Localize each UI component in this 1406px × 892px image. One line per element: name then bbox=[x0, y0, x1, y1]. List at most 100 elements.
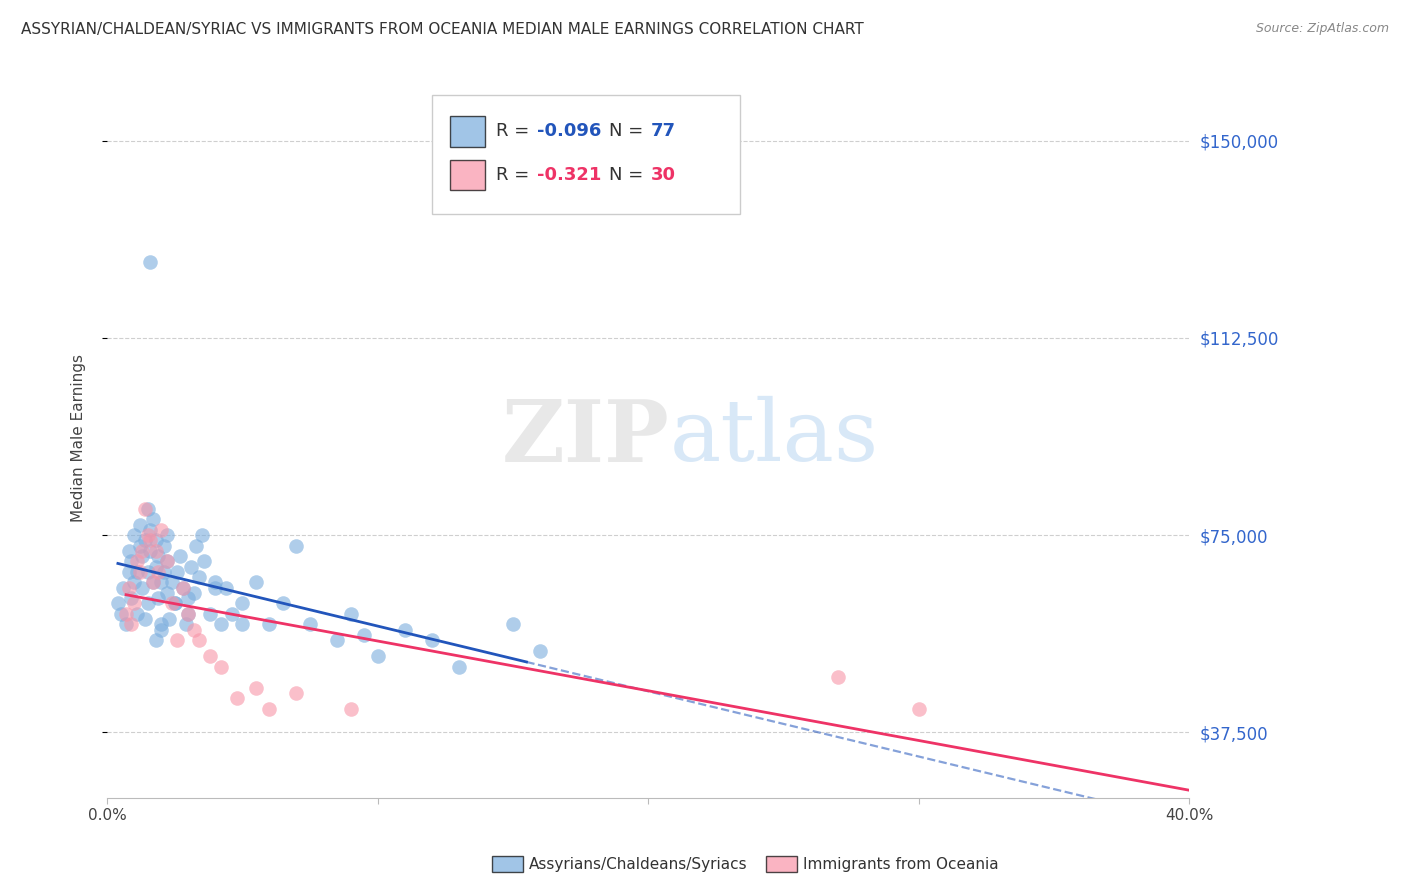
Point bbox=[231, 597, 253, 611]
Point bbox=[183, 586, 205, 600]
Point bbox=[145, 544, 167, 558]
Point bbox=[285, 539, 308, 553]
Point bbox=[145, 533, 167, 548]
Point bbox=[166, 633, 188, 648]
Point bbox=[115, 617, 138, 632]
Point bbox=[107, 597, 129, 611]
Point bbox=[139, 544, 162, 558]
Point bbox=[193, 554, 215, 568]
Point bbox=[122, 528, 145, 542]
Point bbox=[136, 565, 159, 579]
Text: ASSYRIAN/CHALDEAN/SYRIAC VS IMMIGRANTS FROM OCEANIA MEDIAN MALE EARNINGS CORRELA: ASSYRIAN/CHALDEAN/SYRIAC VS IMMIGRANTS F… bbox=[21, 22, 863, 37]
Point bbox=[155, 528, 177, 542]
Text: R =: R = bbox=[496, 122, 534, 140]
Point bbox=[177, 607, 200, 621]
Point bbox=[174, 617, 197, 632]
Point bbox=[125, 607, 148, 621]
Point bbox=[827, 670, 849, 684]
Point bbox=[125, 565, 148, 579]
Point bbox=[155, 554, 177, 568]
Point bbox=[139, 254, 162, 268]
Text: R =: R = bbox=[496, 166, 534, 184]
Point bbox=[136, 528, 159, 542]
Text: N =: N = bbox=[609, 122, 650, 140]
Point bbox=[148, 565, 170, 579]
Text: 30: 30 bbox=[651, 166, 675, 184]
Point bbox=[163, 597, 186, 611]
Y-axis label: Median Male Earnings: Median Male Earnings bbox=[72, 354, 86, 522]
Point bbox=[204, 575, 226, 590]
Point bbox=[271, 597, 294, 611]
Text: N =: N = bbox=[609, 166, 650, 184]
Point bbox=[191, 528, 214, 542]
Point bbox=[157, 612, 180, 626]
FancyBboxPatch shape bbox=[450, 116, 485, 146]
Point bbox=[447, 659, 470, 673]
Point bbox=[110, 607, 132, 621]
Point bbox=[231, 617, 253, 632]
Point bbox=[163, 597, 186, 611]
Point bbox=[183, 623, 205, 637]
Point bbox=[120, 591, 142, 606]
Point bbox=[142, 575, 165, 590]
Point bbox=[529, 644, 551, 658]
Point bbox=[148, 591, 170, 606]
Point bbox=[122, 575, 145, 590]
Point bbox=[502, 617, 524, 632]
Point bbox=[177, 607, 200, 621]
Point bbox=[169, 549, 191, 563]
Point bbox=[339, 701, 361, 715]
Point bbox=[118, 581, 141, 595]
Point bbox=[172, 581, 194, 595]
Point bbox=[285, 686, 308, 700]
Point bbox=[155, 554, 177, 568]
Text: -0.321: -0.321 bbox=[537, 166, 602, 184]
Point bbox=[115, 607, 138, 621]
Point bbox=[259, 701, 281, 715]
Point bbox=[172, 581, 194, 595]
Point bbox=[139, 533, 162, 548]
Point bbox=[326, 633, 349, 648]
Point bbox=[155, 586, 177, 600]
Point bbox=[128, 517, 150, 532]
Text: Assyrians/Chaldeans/Syriacs: Assyrians/Chaldeans/Syriacs bbox=[529, 857, 747, 871]
Point bbox=[131, 544, 153, 558]
FancyBboxPatch shape bbox=[450, 160, 485, 190]
Point bbox=[298, 617, 321, 632]
Point bbox=[339, 607, 361, 621]
Point bbox=[148, 549, 170, 563]
Point bbox=[226, 691, 249, 706]
Point bbox=[153, 539, 176, 553]
Point bbox=[215, 581, 238, 595]
Point bbox=[120, 554, 142, 568]
Point bbox=[145, 633, 167, 648]
Point bbox=[353, 628, 375, 642]
Point bbox=[198, 607, 221, 621]
Point bbox=[186, 539, 208, 553]
Point bbox=[150, 617, 173, 632]
Point bbox=[198, 648, 221, 663]
Point bbox=[394, 623, 416, 637]
Point bbox=[221, 607, 243, 621]
Point bbox=[166, 565, 188, 579]
Point bbox=[908, 701, 931, 715]
Text: Immigrants from Oceania: Immigrants from Oceania bbox=[803, 857, 998, 871]
Point bbox=[150, 623, 173, 637]
Point bbox=[112, 581, 135, 595]
Point bbox=[128, 539, 150, 553]
FancyBboxPatch shape bbox=[432, 95, 740, 214]
Point bbox=[204, 581, 226, 595]
Text: atlas: atlas bbox=[669, 396, 879, 479]
Point bbox=[145, 559, 167, 574]
Point bbox=[177, 591, 200, 606]
Point bbox=[136, 597, 159, 611]
Point bbox=[420, 633, 443, 648]
Point bbox=[245, 681, 267, 695]
Text: Source: ZipAtlas.com: Source: ZipAtlas.com bbox=[1256, 22, 1389, 36]
Point bbox=[125, 554, 148, 568]
Point bbox=[142, 575, 165, 590]
Point bbox=[150, 523, 173, 537]
Point bbox=[180, 559, 202, 574]
Point bbox=[188, 570, 211, 584]
Point bbox=[118, 544, 141, 558]
